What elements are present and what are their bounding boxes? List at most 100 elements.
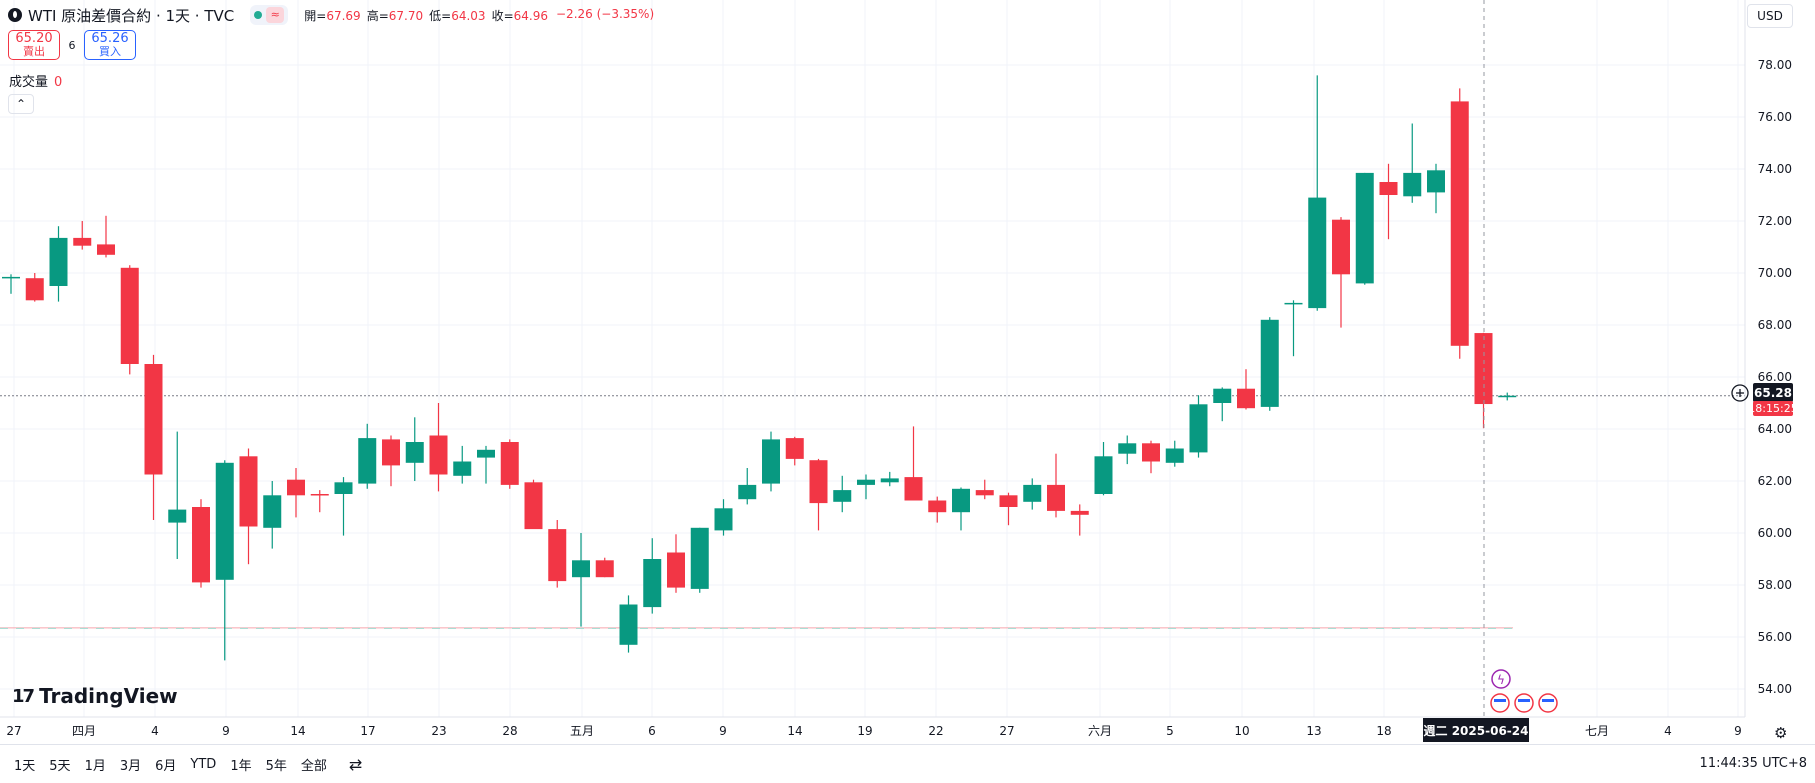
tradingview-wordmark: TradingView	[39, 684, 178, 708]
candle	[619, 595, 638, 653]
candle	[857, 474, 875, 500]
candle	[192, 499, 210, 588]
x-tick-label: 七月	[1585, 724, 1609, 738]
volume-legend[interactable]: 成交量 0	[9, 75, 63, 90]
candle	[738, 468, 757, 505]
candle-body	[1498, 395, 1517, 398]
candle-body	[2, 276, 20, 279]
countdown-label: 18:15:25	[1748, 402, 1797, 415]
price-chart[interactable]: 54.00 56.00 58.00 60.00 62.00 64.00 66.00 68.00…	[0, 0, 1815, 745]
candle	[73, 221, 92, 250]
candle	[358, 423, 377, 489]
clock-display[interactable]: 11:44:35 UTC+8	[1699, 756, 1807, 771]
timeframe-1y[interactable]: 1年	[230, 758, 252, 774]
y-tick-label: 64.00	[1758, 422, 1792, 436]
candle-body	[334, 482, 353, 494]
timeframe-1d[interactable]: 1天	[14, 758, 36, 774]
candle	[453, 445, 472, 484]
sell-button[interactable]: 65.20 賣出	[8, 30, 60, 60]
candle-body	[1213, 388, 1232, 403]
ohlc-open: 開=67.69	[304, 8, 361, 23]
candle	[405, 417, 424, 481]
candle-body	[1237, 388, 1255, 409]
timeframe-3m[interactable]: 3月	[119, 758, 142, 774]
add-price-icon[interactable]	[1731, 384, 1749, 402]
candle-body	[1118, 443, 1137, 454]
date-range-icon[interactable]: ⇄	[348, 754, 363, 774]
candle-body	[453, 461, 472, 476]
candle	[785, 436, 804, 466]
candle	[975, 479, 994, 500]
x-tick-label: 23	[431, 724, 446, 738]
y-tick-label: 54.00	[1758, 682, 1792, 696]
us-event-icon[interactable]	[1490, 693, 1510, 713]
timeframe-1m[interactable]: 1月	[84, 758, 106, 774]
candle-body	[1379, 182, 1398, 195]
price-change: −2.26 (−3.35%)	[556, 6, 655, 21]
candle-body	[1165, 448, 1184, 463]
candle-body	[643, 559, 662, 608]
candle-body	[192, 507, 210, 583]
symbol-legend: WTI 原油差價合約 · 1天 · TVC ≈ 開=67.69 高=67.70 …	[8, 4, 654, 26]
market-open-dot-icon	[254, 11, 263, 19]
x-tick-label: 17	[360, 724, 375, 738]
candle-body	[358, 438, 377, 484]
candle-body	[120, 267, 139, 364]
x-tick-label: 18	[1376, 724, 1391, 738]
candle-body	[310, 494, 329, 496]
event-markers: ϟ	[1490, 669, 1558, 713]
candle	[999, 492, 1018, 526]
buy-button[interactable]: 65.26 買入	[84, 30, 136, 60]
candle	[1403, 123, 1422, 203]
candle	[762, 431, 780, 492]
tradingview-logo[interactable]: 17 TradingView	[12, 684, 178, 708]
collapse-legend-button[interactable]: ⌃	[8, 94, 34, 114]
candle-body	[287, 479, 305, 496]
timeframe-5y[interactable]: 5年	[265, 758, 287, 774]
market-status[interactable]: ≈	[250, 5, 289, 25]
event-lightning-icon[interactable]	[1491, 669, 1511, 689]
candle-body	[1023, 484, 1042, 502]
axis-settings-icon[interactable]: ⚙	[1774, 724, 1788, 742]
x-tick-label: 13	[1306, 724, 1321, 738]
candle-body	[1260, 319, 1279, 407]
y-tick-label: 72.00	[1758, 214, 1792, 228]
y-tick-label: 78.00	[1758, 58, 1792, 72]
candle	[168, 431, 187, 559]
candle-body	[904, 477, 923, 501]
x-tick-label: 5	[1166, 724, 1174, 738]
candle	[1189, 395, 1208, 458]
candle	[144, 354, 163, 520]
timeframe-5d[interactable]: 5天	[49, 758, 71, 774]
candle-body	[73, 237, 92, 246]
x-tick-label: 9	[222, 724, 230, 738]
candle	[833, 475, 852, 513]
candle	[334, 477, 353, 536]
candle	[382, 435, 400, 487]
currency-selector[interactable]: USD	[1747, 4, 1793, 28]
candle	[952, 487, 970, 531]
candle-body	[833, 490, 852, 502]
candle	[548, 520, 567, 588]
candle-body	[1355, 172, 1374, 284]
candle-body	[1189, 404, 1208, 453]
timeframe-all[interactable]: 全部	[300, 758, 327, 774]
symbol-title[interactable]: WTI 原油差價合約 · 1天 · TVC	[28, 6, 235, 25]
candle	[1070, 504, 1089, 536]
timeframe-ytd[interactable]: YTD	[190, 756, 217, 772]
candle	[1284, 300, 1303, 357]
x-tick-label: 27	[6, 724, 21, 738]
us-event-icon[interactable]	[1538, 693, 1558, 713]
x-tick-label: 9	[1734, 724, 1742, 738]
us-event-icon[interactable]	[1514, 693, 1534, 713]
candle-body	[809, 460, 828, 504]
candle	[1023, 478, 1042, 510]
candle-body	[429, 435, 448, 475]
candles	[2, 75, 1517, 661]
timeframe-6m[interactable]: 6月	[155, 758, 177, 774]
x-tick-label: 14	[787, 724, 802, 738]
spread-value: 6	[68, 38, 76, 52]
candle	[477, 445, 495, 484]
candle-body	[49, 237, 68, 286]
candle-body	[1047, 484, 1065, 511]
